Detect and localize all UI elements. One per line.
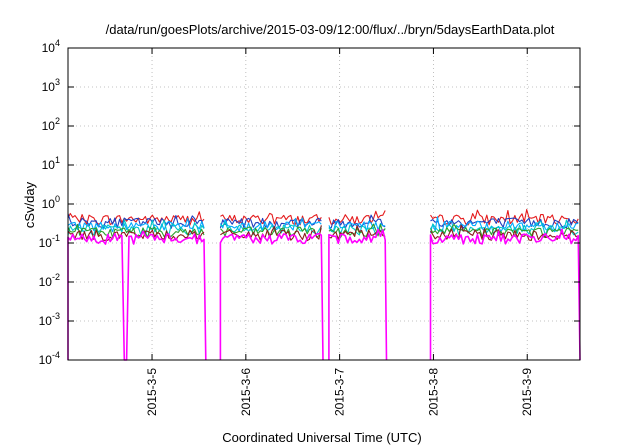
y-tick-base: 10	[42, 80, 56, 94]
y-tick-exponent: -1	[52, 233, 60, 243]
series-line	[67, 211, 205, 226]
series-line	[430, 217, 579, 229]
y-tick-label: 103	[42, 77, 60, 94]
y-tick-base: 10	[39, 353, 53, 367]
grid	[68, 48, 580, 360]
y-tick-label: 104	[42, 38, 60, 55]
series-line	[430, 209, 579, 226]
series-line	[220, 212, 322, 226]
series-line	[219, 217, 322, 232]
y-tick-exponent: 2	[55, 116, 60, 126]
x-axis-ticks: 2015-3-5 2015-3-6 2015-3-7 2015-3-8 2015-3-9	[145, 48, 534, 416]
y-tick-label: 10-4	[39, 350, 60, 367]
series-lines	[67, 209, 581, 361]
x-tick-label: 2015-3-5	[145, 368, 159, 416]
y-tick-exponent: 4	[55, 38, 60, 48]
chart-title: /data/run/goesPlots/archive/2015-03-09/1…	[106, 22, 555, 37]
y-tick-exponent: -4	[52, 350, 60, 360]
y-tick-base: 10	[42, 41, 56, 55]
y-tick-label: 100	[42, 194, 60, 211]
series-line	[328, 225, 386, 240]
series-line	[429, 219, 579, 236]
y-tick-base: 10	[42, 158, 56, 172]
x-tick-label: 2015-3-8	[426, 368, 440, 416]
x-tick-label: 2015-3-6	[239, 368, 253, 416]
series-line	[430, 223, 579, 239]
y-tick-base: 10	[39, 275, 53, 289]
y-tick-label: 10-2	[39, 272, 60, 289]
y-tick-exponent: -2	[52, 272, 60, 282]
y-tick-base: 10	[42, 119, 56, 133]
y-tick-label: 10-3	[39, 311, 60, 328]
y-tick-exponent: 1	[55, 155, 60, 165]
y-tick-exponent: 3	[55, 77, 60, 87]
y-tick-exponent: -3	[52, 311, 60, 321]
x-tick-label: 2015-3-9	[520, 368, 534, 416]
y-axis-label: cSv/day	[22, 181, 37, 228]
y-tick-base: 10	[42, 197, 56, 211]
series-line	[67, 213, 205, 229]
y-tick-label: 10-1	[39, 233, 60, 250]
y-tick-label: 102	[42, 116, 60, 133]
y-tick-base: 10	[39, 236, 53, 250]
series-line	[328, 228, 388, 361]
series-line	[219, 232, 324, 361]
x-axis-label: Coordinated Universal Time (UTC)	[222, 430, 421, 445]
x-tick-label: 2015-3-7	[333, 368, 347, 416]
series-line	[429, 228, 581, 361]
series-line	[67, 230, 207, 361]
y-tick-base: 10	[39, 314, 53, 328]
y-tick-label: 101	[42, 155, 60, 172]
y-tick-exponent: 0	[55, 194, 60, 204]
